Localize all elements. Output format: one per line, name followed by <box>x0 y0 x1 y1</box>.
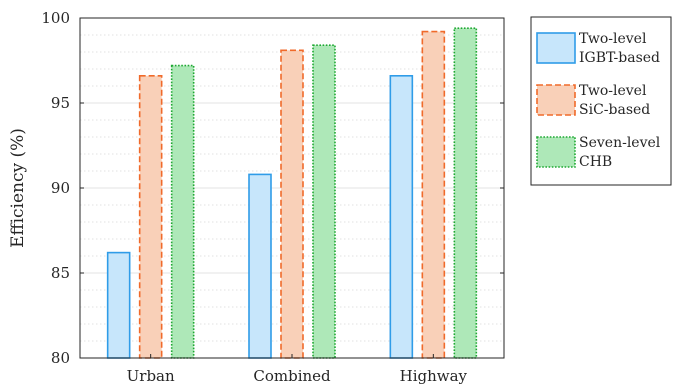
bar-highway-series-2 <box>421 30 446 359</box>
bars-group <box>106 27 478 359</box>
legend-label-1: Two-level <box>579 31 647 47</box>
bar-urban-series-1 <box>106 251 131 359</box>
bar-combined-series-1 <box>248 173 272 359</box>
y-tick-label: 85 <box>51 264 70 282</box>
legend: Two-level IGBT-based Two-level SiC-based Sev… <box>530 16 672 186</box>
y-tick-label: 80 <box>51 349 70 367</box>
bar-urban-series-2 <box>138 75 163 359</box>
y-axis-label: Efficiency (%) <box>8 128 28 248</box>
y-tick-label: 100 <box>41 9 70 27</box>
legend-label-3: Seven-level <box>579 135 661 151</box>
y-tick-label: 90 <box>51 179 70 197</box>
legend-label-3: CHB <box>579 154 612 170</box>
bar-combined-series-3 <box>312 44 336 359</box>
legend-label-2: Two-level <box>579 83 647 99</box>
x-axis-ticks: Urban Combined Highway <box>127 354 468 385</box>
legend-swatch-1 <box>536 32 576 64</box>
x-tick-label: Highway <box>400 367 468 385</box>
legend-swatch-2 <box>536 84 576 116</box>
x-tick-label: Urban <box>127 367 175 385</box>
y-tick-label: 95 <box>51 94 70 112</box>
x-tick-label: Combined <box>253 367 331 385</box>
legend-swatch-3 <box>536 136 576 168</box>
bar-highway-series-3 <box>453 27 478 359</box>
legend-label-1: IGBT-based <box>579 50 660 66</box>
y-axis-ticks: 80 85 90 95 100 <box>41 9 504 367</box>
bar-highway-series-1 <box>389 75 414 359</box>
bar-combined-series-2 <box>280 49 304 359</box>
legend-label-2: SiC-based <box>579 102 650 118</box>
bar-urban-series-3 <box>170 64 195 359</box>
